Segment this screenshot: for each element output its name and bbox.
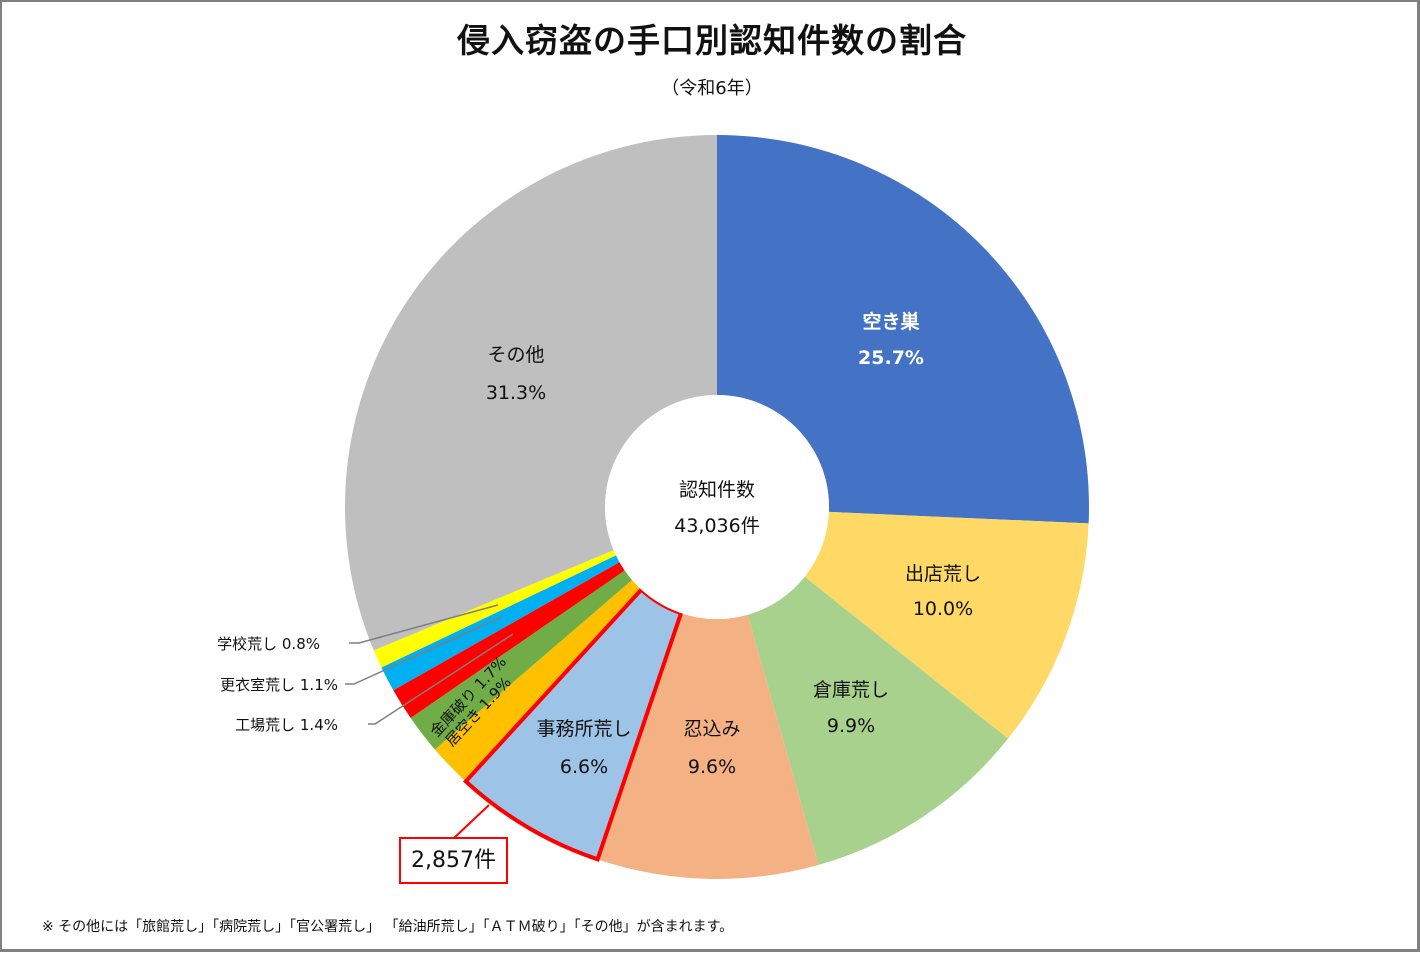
data-label-更衣室荒し: 更衣室荒し 1.1% — [220, 676, 338, 694]
data-value-事務所荒し: 6.6% — [560, 756, 608, 778]
data-value-その他: 31.3% — [486, 382, 546, 404]
leader-line-学校荒し — [349, 604, 499, 644]
center-total: 認知件数 43,036件 — [674, 479, 759, 537]
data-label-工場荒し: 工場荒し 1.4% — [235, 716, 338, 734]
data-label-出店荒し: 出店荒し — [905, 563, 981, 585]
slice-出店荒し — [804, 511, 1089, 739]
center-total-label: 認知件数 — [679, 479, 755, 501]
slice-工場荒し — [393, 562, 625, 719]
donut-hole — [605, 395, 829, 619]
center-total-value: 43,036件 — [674, 515, 759, 537]
leader-line-工場荒し — [368, 633, 514, 725]
callout-connector — [453, 804, 490, 839]
slice-忍込み — [597, 613, 819, 879]
data-label-忍込み: 忍込み — [683, 718, 740, 740]
slice-その他 — [344, 135, 717, 651]
leader-lines — [345, 604, 514, 725]
data-value-出店荒し: 10.0% — [913, 598, 973, 620]
slice-空き巣 — [717, 135, 1090, 524]
data-label-その他: その他 — [487, 344, 544, 366]
footnote: ※ その他には「旅館荒し」「病院荒し」「官公署荒し」 「給油所荒し」「ＡＴＭ破り… — [42, 919, 734, 935]
data-label-倉庫荒し: 倉庫荒し — [813, 679, 889, 701]
chart-subtitle: （令和6年） — [661, 78, 763, 99]
slice-更衣室荒し — [381, 555, 620, 691]
leader-line-更衣室荒し — [345, 616, 503, 685]
donut-slices — [344, 135, 1090, 879]
data-value-空き巣: 25.7% — [858, 347, 924, 369]
data-label-事務所荒し: 事務所荒し — [536, 718, 631, 740]
data-label-空き巣: 空き巣 — [862, 310, 920, 333]
chart-title: 侵入窃盗の手口別認知件数の割合 — [457, 21, 967, 60]
slice-学校荒し — [373, 550, 616, 668]
data-value-忍込み: 9.6% — [688, 756, 736, 778]
data-label-学校荒し: 学校荒し 0.8% — [217, 635, 320, 653]
highlight-callout-box: 2,857件 — [399, 837, 508, 884]
slice-居空き — [434, 580, 642, 782]
slice-倉庫荒し — [747, 576, 1009, 865]
data-value-倉庫荒し: 9.9% — [827, 715, 875, 737]
slice-金庫破り — [410, 570, 633, 750]
